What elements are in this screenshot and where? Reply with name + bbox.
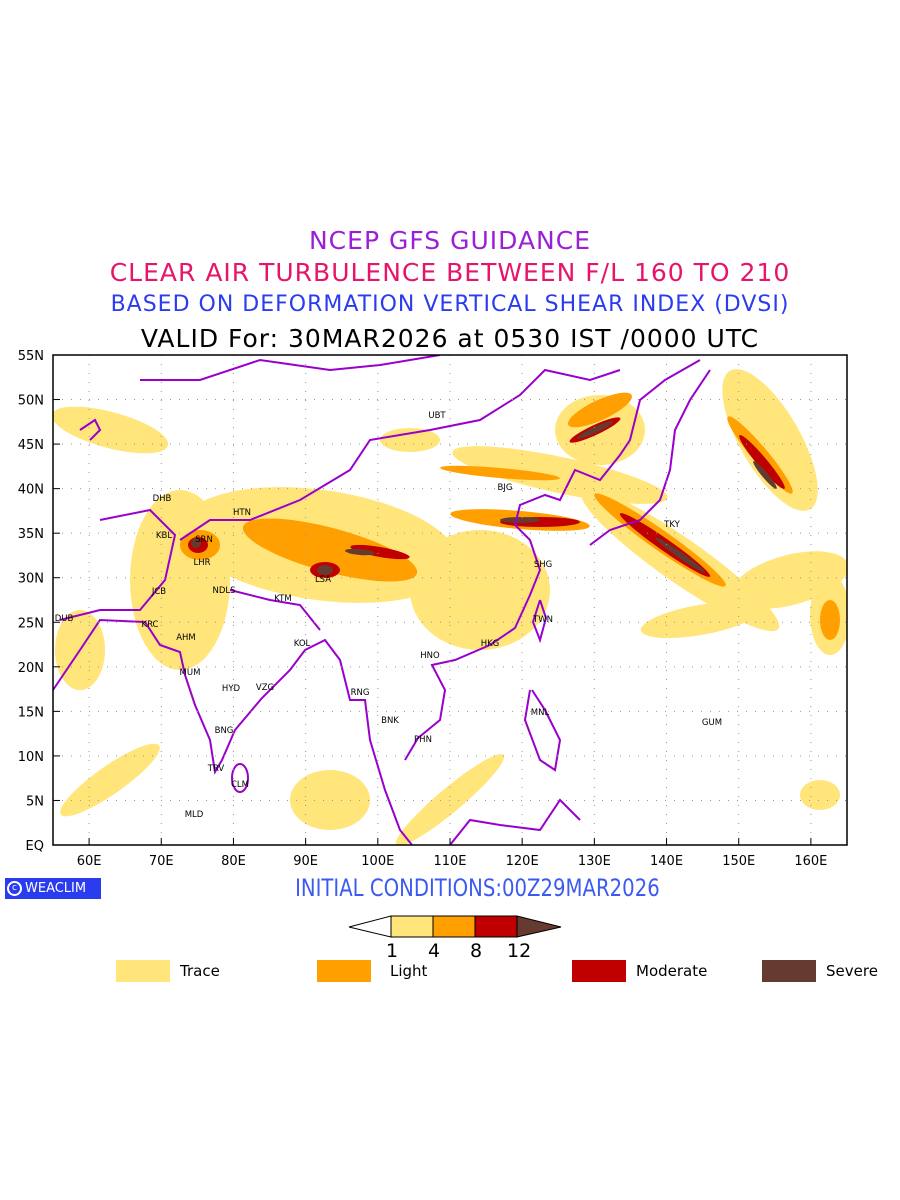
initial-conditions: INITIAL CONDITIONS:00Z29MAR2026 [295, 874, 660, 902]
city-label-jcb: JCB [151, 587, 166, 597]
lon-tick-label: 140E [650, 854, 683, 869]
lat-tick-label: 5N [26, 794, 44, 809]
legend-label-trace: Trace [180, 962, 220, 980]
colorbar-under [348, 915, 392, 938]
city-label-dhb: DHB [153, 494, 172, 504]
city-label-rng: RNG [351, 688, 370, 698]
lat-tick-label: 40N [18, 483, 44, 498]
colorbar-moderate [474, 915, 518, 938]
city-label-bnk: BNK [381, 716, 399, 726]
city-label-shg: SHG [534, 560, 552, 570]
city-label-tky: TKY [663, 520, 680, 530]
chart-subtitle: CLEAR AIR TURBULENCE BETWEEN F/L 160 TO … [109, 258, 791, 287]
colorbar-light [432, 915, 476, 938]
city-label-srn: SRN [195, 535, 213, 545]
city-label-bng: BNG [215, 726, 234, 736]
city-label-mnl: MNL [531, 708, 550, 718]
weaclim-logo: c WEACLIM [5, 878, 101, 899]
index-description: BASED ON DEFORMATION VERTICAL SHEAR INDE… [110, 292, 790, 317]
city-label-kbl: KBL [156, 531, 172, 541]
city-label-ubt: UBT [428, 411, 446, 421]
turbulence-field [53, 355, 847, 845]
colorbar-tick: 8 [470, 940, 483, 962]
city-label-lhr: LHR [193, 558, 210, 568]
colorbar-tick: 1 [386, 940, 399, 962]
lon-tick-label: 70E [149, 854, 174, 869]
city-label-bjg: BJG [498, 483, 513, 493]
city-label-twn: TWN [532, 615, 553, 625]
city-label-clm: CLM [231, 780, 249, 790]
city-label-hyd: HYD [222, 684, 241, 694]
lon-tick-label: 160E [794, 854, 827, 869]
colorbar-trace [390, 915, 434, 938]
city-label-gum: GUM [702, 718, 722, 728]
lat-tick-label: 50N [18, 394, 44, 409]
city-label-dub: DUB [55, 614, 74, 624]
city-label-ahm: AHM [176, 633, 196, 643]
lat-tick-label: 45N [18, 438, 44, 453]
coastlines-borders [53, 355, 711, 845]
lon-tick-label: 90E [293, 854, 318, 869]
lon-tick-label: 120E [506, 854, 539, 869]
lon-tick-label: 60E [77, 854, 102, 869]
severe-areas [191, 421, 777, 575]
lat-tick-label: 35N [18, 527, 44, 542]
legend-label-moderate: Moderate [636, 962, 708, 980]
legend-label-severe: Severe [826, 962, 878, 980]
colorbar [348, 915, 562, 938]
legend-swatch-moderate [572, 960, 626, 982]
legend-swatch-trace [116, 960, 170, 982]
city-label-trv: TRV [207, 764, 225, 774]
city-label-kol: KOL [294, 639, 311, 649]
lat-tick-label: 20N [18, 661, 44, 676]
lat-tick-label: EQ [26, 839, 44, 854]
city-label-krc: KRC [142, 620, 159, 630]
city-labels: UBT BJG DHB HTN KBL SRN LHR JCB NDLS KTM LSA SHG DUB… [55, 411, 722, 820]
lat-tick-label: 25N [18, 616, 44, 631]
colorbar-tick: 4 [428, 940, 441, 962]
city-label-mum: MUM [180, 668, 201, 678]
colorbar-tick: 12 [507, 940, 532, 962]
chart-title: NCEP GFS GUIDANCE [308, 226, 591, 255]
lon-tick-label: 100E [361, 854, 394, 869]
legend-swatch-light [317, 960, 371, 982]
lon-tick-label: 130E [578, 854, 611, 869]
city-label-mld: MLD [185, 810, 204, 820]
city-label-ndls: NDLS [212, 586, 235, 596]
lon-tick-label: 110E [433, 854, 466, 869]
city-label-htn: HTN [233, 508, 251, 518]
lat-tick-label: 55N [18, 349, 44, 364]
legend-swatch-severe [762, 960, 816, 982]
lat-tick-label: 15N [18, 705, 44, 720]
city-label-lsa: LSA [315, 575, 331, 585]
lon-tick-label: 80E [221, 854, 246, 869]
copyright-icon: c [7, 881, 22, 896]
valid-time: VALID For: 30MAR2026 at 0530 IST /0000 U… [140, 324, 760, 353]
logo-text: WEACLIM [25, 881, 87, 896]
axis-ticks: 55N 50N 45N 40N 35N 30N 25N 20N 15N 10N 5N EQ 60E 70E… [18, 349, 828, 869]
city-label-hno: HNO [420, 651, 440, 661]
colorbar-severe [516, 915, 562, 938]
city-label-hkg: HKG [481, 639, 500, 649]
graticule [53, 355, 847, 845]
lon-tick-label: 150E [722, 854, 755, 869]
legend-label-light: Light [390, 962, 428, 980]
lat-tick-label: 10N [18, 750, 44, 765]
city-label-phn: PHN [414, 735, 432, 745]
city-label-vzg: VZG [256, 683, 274, 693]
lat-tick-label: 30N [18, 572, 44, 587]
city-label-ktm: KTM [274, 594, 291, 604]
